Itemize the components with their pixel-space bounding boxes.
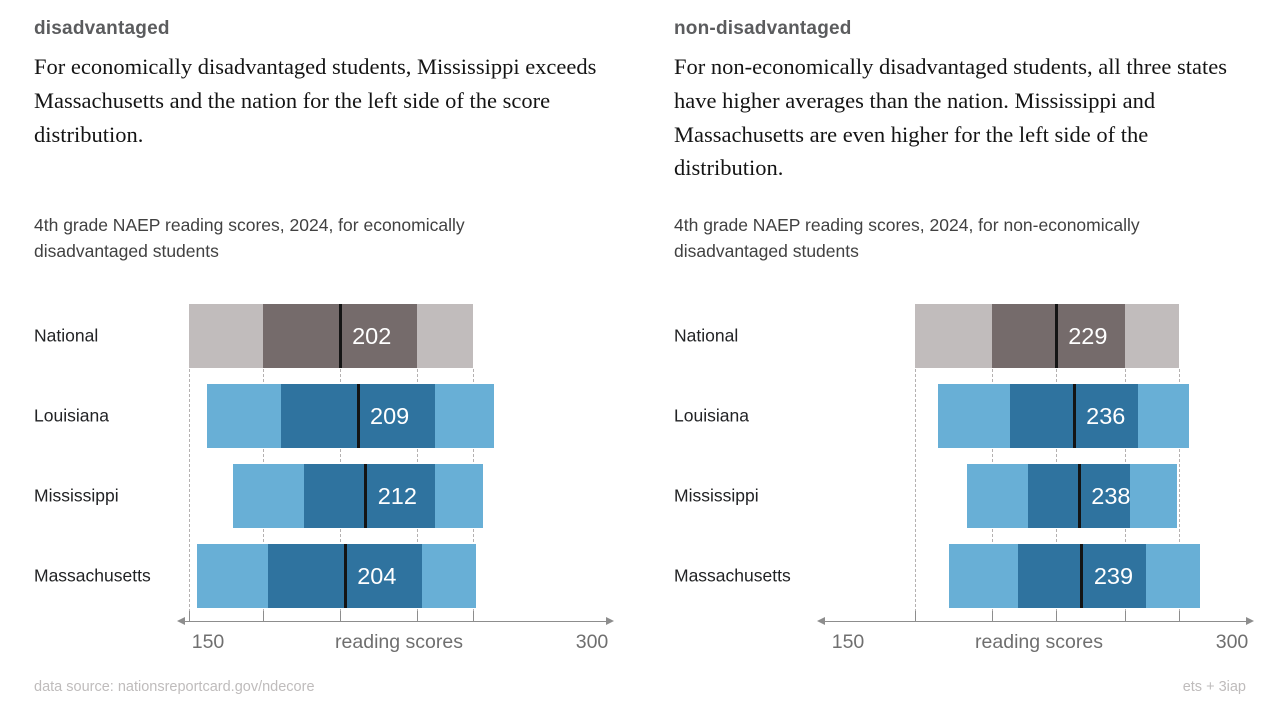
axis-title-label: reading scores xyxy=(975,631,1103,653)
axis-min-label: 150 xyxy=(191,631,225,653)
bar-value-label: 202 xyxy=(352,323,392,349)
axis-line xyxy=(825,621,1247,622)
category-label: Louisiana xyxy=(34,405,109,426)
axis-max-label: 300 xyxy=(575,631,609,653)
category-label: Mississippi xyxy=(674,485,759,506)
panel-disadvantaged: disadvantaged For economically disadvant… xyxy=(0,18,640,653)
gridline xyxy=(189,369,191,622)
bar-row: 236 Louisiana xyxy=(640,384,1280,448)
axis-tick xyxy=(1056,611,1058,621)
bar-row: 209 Louisiana xyxy=(0,384,640,448)
mean-line xyxy=(343,544,347,608)
axis-title-label: reading scores xyxy=(335,631,463,653)
category-label: Massachusetts xyxy=(34,565,151,586)
axis-tick xyxy=(992,611,994,621)
axis-arrow-right-icon xyxy=(1246,617,1254,625)
mean-line xyxy=(356,384,360,448)
credit-note: ets + 3iap xyxy=(1182,679,1246,695)
mean-line xyxy=(1080,544,1084,608)
bar-inner-band xyxy=(992,304,1126,368)
panel-headline: For non-economically disadvantaged stude… xyxy=(674,54,1227,181)
bar-row: 212 Mississippi xyxy=(0,464,640,528)
category-label: Louisiana xyxy=(674,405,749,426)
bar-value-label: 209 xyxy=(370,403,410,429)
bar-row: 229 National xyxy=(640,304,1280,368)
axis-tick xyxy=(1125,611,1127,621)
bar-value-label: 212 xyxy=(377,483,417,509)
bar-row: 239 Massachusetts xyxy=(640,544,1280,608)
panel-tag: non-disadvantaged xyxy=(674,18,852,39)
category-label: Mississippi xyxy=(34,485,119,506)
panel-tag: disadvantaged xyxy=(34,18,170,39)
axis-tick xyxy=(915,611,917,621)
mean-line xyxy=(1077,464,1081,528)
axis-tick xyxy=(473,611,475,621)
category-label: National xyxy=(34,325,99,346)
axis-arrow-left-icon xyxy=(817,617,825,625)
panel-non-disadvantaged: non-disadvantaged For non-economically d… xyxy=(640,0,1280,719)
gridline xyxy=(1179,369,1181,622)
mean-line xyxy=(338,304,342,368)
chart-title: 4th grade NAEP reading scores, 2024, for… xyxy=(34,215,465,262)
bar-inner-band xyxy=(304,464,435,528)
axis-max-label: 300 xyxy=(1215,631,1249,653)
chart-title: 4th grade NAEP reading scores, 2024, for… xyxy=(674,215,1140,262)
bar-value-label: 238 xyxy=(1091,483,1131,509)
category-label: National xyxy=(674,325,739,346)
axis-tick xyxy=(263,611,265,621)
axis-tick xyxy=(416,611,418,621)
axis-arrow-left-icon xyxy=(177,617,185,625)
bar-row: 238 Mississippi xyxy=(640,464,1280,528)
axis-tick xyxy=(1179,611,1181,621)
axis-arrow-right-icon xyxy=(606,617,614,625)
gridline xyxy=(915,369,917,622)
bar-value-label: 229 xyxy=(1068,323,1108,349)
mean-line xyxy=(1054,304,1058,368)
bar-value-label: 239 xyxy=(1093,563,1134,589)
bar-row: 202 National xyxy=(0,304,640,368)
bar-row: 204 Massachusetts xyxy=(0,544,640,608)
data-source-note: data source: nationsreportcard.gov/ndeco… xyxy=(34,679,315,695)
chart-non-disadvantaged: 229 National 236 Louisiana 238 Mississippi 239… xyxy=(640,0,1280,719)
mean-line xyxy=(364,464,368,528)
axis-min-label: 150 xyxy=(831,631,865,653)
axis-tick xyxy=(340,611,342,621)
chart-disadvantaged: 202 National 209 Louisiana 212 Mississippi 204… xyxy=(0,304,640,653)
bar-value-label: 204 xyxy=(357,563,397,589)
mean-line xyxy=(1072,384,1076,448)
bar-value-label: 236 xyxy=(1086,403,1126,429)
axis-tick xyxy=(189,611,191,621)
axis-line xyxy=(185,621,607,622)
panel-headline: For economically disadvantaged students,… xyxy=(34,54,597,147)
category-label: Massachusetts xyxy=(674,565,791,586)
